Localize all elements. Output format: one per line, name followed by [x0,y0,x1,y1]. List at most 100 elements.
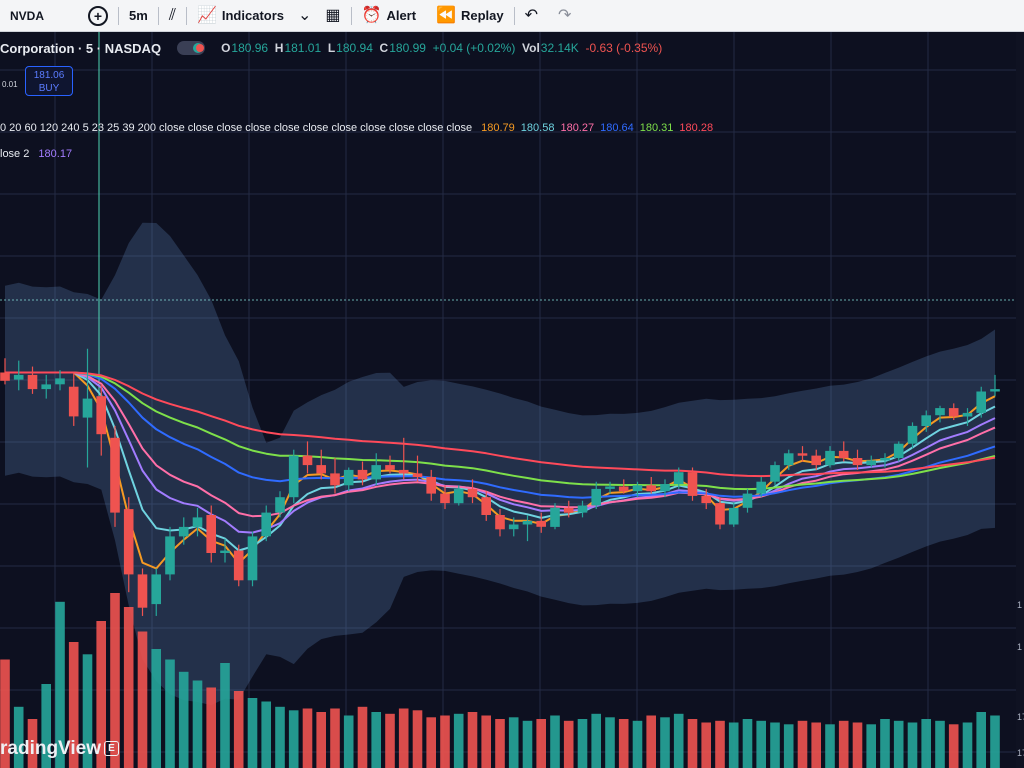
left-price-label: 0.01 [2,80,18,89]
volume-bar [41,684,51,768]
volume-label: Vol [522,41,540,55]
plus-circle-icon: + [88,5,109,26]
volume-bar [0,659,10,768]
candle-body [137,574,148,608]
compare-button[interactable]: + [54,0,118,31]
volume-bar [233,691,244,768]
volume-bar [687,719,698,768]
volume-bar [467,712,478,768]
toolbar-divider [513,6,515,25]
price-chart[interactable] [0,32,1024,768]
candle-body [0,372,10,381]
symbol-title[interactable]: Corporation · 5 · NASDAQ [0,40,162,56]
candle-body [495,515,505,530]
top-toolbar: NVDA + 5m ⫽ 📈 Indicators ⌄ ▦ ⏰ Alert ⏪ R… [0,0,1024,32]
volume-bar [715,720,725,768]
candle-body [508,524,519,530]
candle-body [770,465,780,482]
volume-bar [618,719,629,768]
candle-body [385,465,395,470]
candle-body [206,515,216,553]
alert-button[interactable]: ⏰ Alert [352,0,427,31]
market-status-toggle[interactable] [177,41,206,55]
volume-bar [976,712,986,768]
replay-button[interactable]: ⏪ Replay [426,0,514,31]
volume-bar [275,706,285,768]
volume-bar [440,715,450,768]
indicator-legend-2[interactable]: lose 2 180.17 [0,148,72,160]
ma-red-line [5,371,996,478]
layouts-button[interactable]: ▦ [315,0,350,31]
volume-bar [866,724,876,768]
low-value: 180.94 [336,41,373,55]
indicators-icon: 📈 [196,6,217,24]
volume-bar [165,659,175,768]
volume-bar [151,649,161,768]
volume-bar [288,710,299,768]
candle-body [316,465,326,474]
buy-button[interactable]: 181.06 BUY [25,66,73,96]
volume-bar [893,720,904,768]
indicators-dropdown[interactable]: ⌄ [294,0,315,31]
candle-body [275,497,285,513]
candle-body [302,455,313,466]
indicators-label: Indicators [221,8,284,23]
chart-grid [0,32,1016,768]
volume-bar [536,719,546,768]
candle-body [481,497,491,515]
candle-body [838,450,849,458]
candle-body [371,465,381,480]
indicators-button[interactable]: 📈 Indicators [187,0,294,31]
close-value: 180.99 [389,41,426,55]
volume-bar [948,724,959,768]
volume-bar [137,631,148,768]
volume-bar [220,663,230,768]
candle-body [646,485,656,492]
candle-body [412,473,423,477]
tradingview-logo: radingView E [0,738,120,760]
redo-icon: ↷ [558,6,572,24]
volume-bar [605,717,615,768]
chart-type-button[interactable]: ⫽ [159,0,186,31]
indicator-legend[interactable]: 0 20 60 120 240 5 23 25 39 200 close clo… [0,122,713,134]
symbol-label: NVDA [10,8,45,23]
candle-body [151,574,161,605]
undo-button[interactable]: ↶ [515,0,548,31]
volume-bar [330,708,340,768]
volume-bar [178,671,189,768]
volume-bar [13,706,24,768]
volume-bar [770,722,780,768]
interval-button[interactable]: 5m [119,0,158,31]
volume-bar [907,722,918,768]
indicator-value-1: 180.58 [520,122,555,134]
candle-body [935,408,945,416]
volume-bar [990,715,1000,768]
candle-body [41,384,51,390]
volume-bar [508,717,519,768]
close-label: C [379,41,389,55]
volume-bar [728,722,739,768]
candle-body [660,484,670,492]
price-axis[interactable] [1016,32,1024,768]
candle-body [701,496,711,504]
volume-bar [756,720,766,768]
symbol-search-button[interactable]: NVDA [0,0,54,31]
open-label: O [221,41,231,55]
redo-button[interactable]: ↷ [548,0,581,31]
volume-bar [247,698,258,768]
axis-label: 17 [1017,712,1024,722]
volume-bar [962,722,973,768]
volume-bar [742,719,753,768]
volume-bar [123,607,134,768]
candle-body [811,455,821,466]
volume-bar [343,715,354,768]
candle-body [577,505,588,513]
volume-bar [880,719,890,768]
volume-bar [357,706,368,768]
volume-bar [660,717,670,768]
candle-body [96,396,106,435]
buy-label: BUY [38,83,60,94]
candle-body [866,460,876,466]
indicator-params: 0 20 60 120 240 5 23 25 39 200 close clo… [0,122,473,134]
volume-bar [838,720,849,768]
